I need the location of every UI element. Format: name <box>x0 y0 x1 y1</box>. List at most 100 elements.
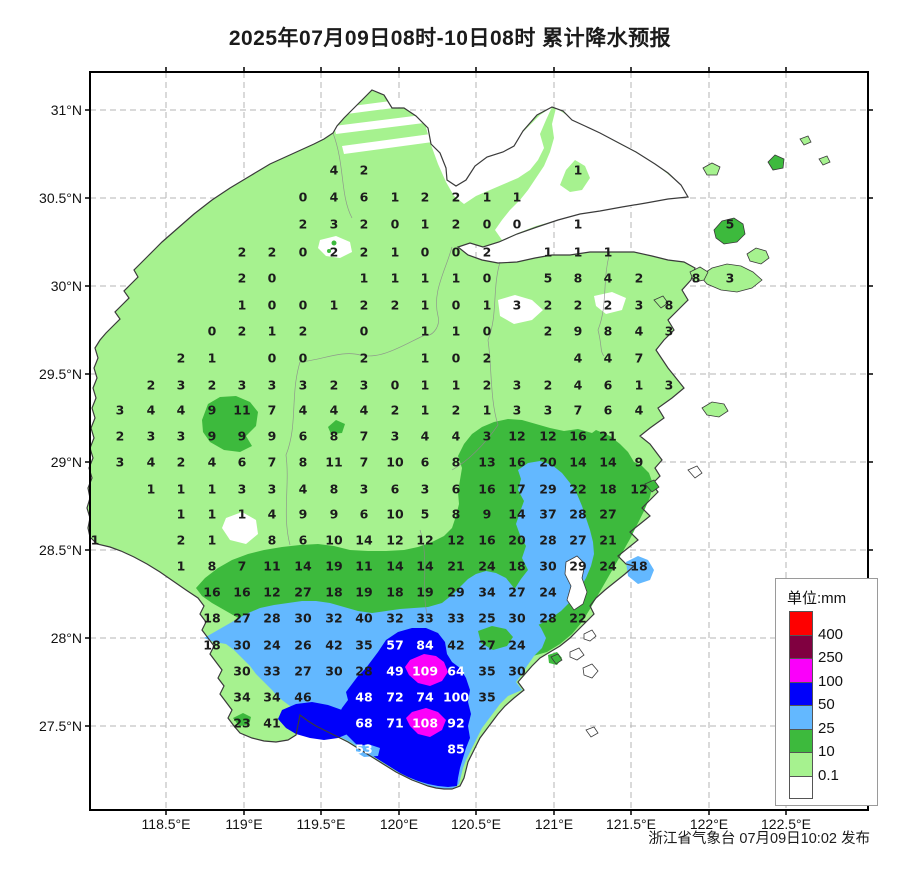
precip-value: 34 <box>478 585 496 600</box>
precip-value: 11 <box>355 559 372 574</box>
precip-value: 4 <box>299 482 308 497</box>
precip-value: 24 <box>508 638 526 653</box>
precip-value: 1 <box>330 298 339 313</box>
precipitation-values: 4 2 10 4 6 1 2 2 1 12 3 2 0 1 2 0 0 1 52 2 0 2 2 1 0 0 2 1 1 12 0 1 1 1 1 0… <box>91 163 735 757</box>
precip-value: 12 <box>630 482 647 497</box>
precip-value: 3 <box>513 403 522 418</box>
precip-value: 30 <box>508 664 526 679</box>
precip-value: 12 <box>386 533 403 548</box>
precip-value: 19 <box>416 585 433 600</box>
precip-value: 6 <box>238 455 247 470</box>
precip-value: 7 <box>360 429 369 444</box>
precip-value: 21 <box>447 559 464 574</box>
precip-value: 28 <box>539 611 556 626</box>
precip-value: 21 <box>599 533 616 548</box>
precip-value: 14 <box>294 559 312 574</box>
precip-value: 8 <box>604 324 613 339</box>
page-title: 2025年07月09日08时-10日08时 累计降水预报 <box>228 27 672 50</box>
precip-value: 30 <box>325 664 343 679</box>
precip-value: 5 <box>726 217 735 232</box>
precip-value: 18 <box>203 638 220 653</box>
precip-value: 16 <box>478 533 496 548</box>
precip-value: 4 <box>330 163 339 178</box>
precip-value: 2 <box>360 217 369 232</box>
precip-value: 7 <box>268 403 277 418</box>
precip-value: 85 <box>447 742 464 757</box>
precip-value: 5 <box>421 507 430 522</box>
precip-value: 2 <box>544 378 553 393</box>
precip-value: 2 <box>360 298 369 313</box>
precip-value: 1 <box>421 217 430 232</box>
precip-value: 0 <box>391 378 400 393</box>
precip-value: 92 <box>447 716 464 731</box>
legend-swatch-2 <box>789 658 813 682</box>
precip-value: 13 <box>478 455 495 470</box>
precip-value: 14 <box>416 559 434 574</box>
precip-value: 27 <box>478 638 495 653</box>
precip-value: 8 <box>330 429 339 444</box>
precip-value: 1 <box>208 482 217 497</box>
precip-value: 29 <box>447 585 464 600</box>
precip-value: 8 <box>208 559 217 574</box>
precip-value: 1 <box>574 163 583 178</box>
precip-value: 1 <box>574 245 583 260</box>
precip-value: 3 <box>421 482 430 497</box>
legend-swatch-3 <box>789 681 813 705</box>
precip-value: 7 <box>238 559 247 574</box>
precip-value: 10 <box>386 507 404 522</box>
precip-value: 34 <box>233 690 251 705</box>
legend-swatch-6 <box>789 752 813 776</box>
precip-value: 1 <box>421 351 430 366</box>
precip-value: 2 <box>483 351 492 366</box>
precip-value: 3 <box>360 378 369 393</box>
precip-value: 30 <box>539 559 557 574</box>
precip-value: 4 <box>574 351 583 366</box>
precip-value: 48 <box>355 690 372 705</box>
precip-value: 8 <box>665 298 674 313</box>
precip-value: 9 <box>238 429 247 444</box>
precip-value: 25 <box>478 611 495 626</box>
precip-value: 4 <box>268 507 277 522</box>
lon-label-3: 120°E <box>379 816 419 832</box>
precip-value: 14 <box>569 455 587 470</box>
precip-value: 8 <box>452 507 461 522</box>
precip-value: 3 <box>360 482 369 497</box>
precip-value: 1 <box>635 378 644 393</box>
precip-value: 30 <box>508 611 526 626</box>
no-rain-white-zones <box>222 96 688 544</box>
precip-value: 2 <box>268 245 277 260</box>
precip-value: 1 <box>604 245 613 260</box>
precip-value: 8 <box>299 455 308 470</box>
precip-value: 0 <box>483 324 492 339</box>
precip-value: 0 <box>360 324 369 339</box>
precip-value: 42 <box>325 638 342 653</box>
precip-value: 2 <box>635 271 644 286</box>
precip-value: 0 <box>268 351 277 366</box>
precip-value: 1 <box>177 507 186 522</box>
lat-label-2: 30°N <box>50 278 82 294</box>
legend: 单位:mm 400 250 100 50 25 10 0.1 <box>775 578 878 806</box>
precip-value: 14 <box>386 559 404 574</box>
precip-value: 27 <box>599 507 616 522</box>
precip-value: 20 <box>508 533 526 548</box>
precip-value: 1 <box>483 190 492 205</box>
precip-value: 27 <box>294 585 311 600</box>
precip-value: 0 <box>452 245 461 260</box>
precip-value: 22 <box>569 482 586 497</box>
province-outline <box>86 89 696 790</box>
precip-value: 12 <box>263 585 280 600</box>
legend-swatch-7 <box>789 775 813 799</box>
precip-value: 16 <box>478 482 496 497</box>
precip-value: 41 <box>263 716 280 731</box>
precip-value: 4 <box>177 403 186 418</box>
lat-label-7: 27.5°N <box>39 718 82 734</box>
precip-value: 37 <box>539 507 556 522</box>
precip-value: 9 <box>635 455 644 470</box>
precip-value: 2 <box>360 351 369 366</box>
precip-value: 2 <box>544 298 553 313</box>
plot-border <box>89 71 869 811</box>
precip-value: 6 <box>391 482 400 497</box>
precip-value: 74 <box>416 690 434 705</box>
precip-value: 33 <box>447 611 464 626</box>
